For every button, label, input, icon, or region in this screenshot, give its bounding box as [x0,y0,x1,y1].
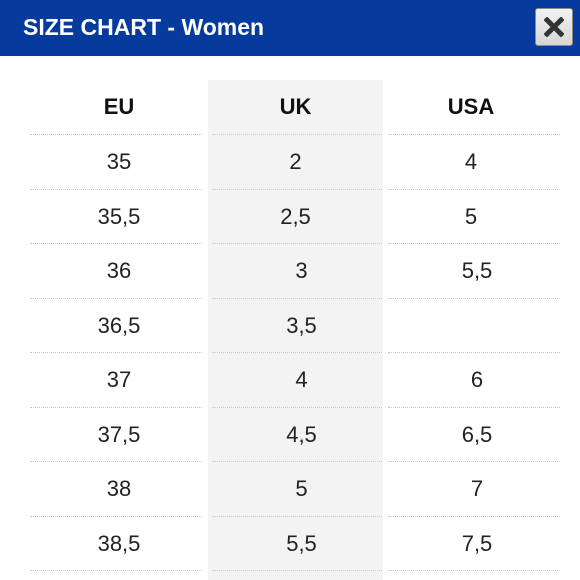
table-row: 38,5 5,5 7,5 [0,517,580,571]
table-row: 37,5 4,5 6,5 [0,408,580,462]
table-row: 35,5 2,5 5 [0,190,580,244]
row-separator [30,515,202,517]
row-separator [388,461,560,462]
row-separator [30,188,202,190]
row-separator [212,243,382,244]
row-separator [388,352,560,353]
table-row: 37 4 6 [0,353,580,407]
row-separator [388,243,560,244]
row-separator [212,297,382,299]
cell-usa [394,299,560,353]
row-separator [388,406,560,408]
row-separator [212,352,382,353]
close-button[interactable] [535,8,573,46]
cell-eu: 37,5 [97,421,141,447]
cell-usa: 6,5 [461,421,493,447]
row-separator [212,570,382,571]
dialog-title: SIZE CHART - Women [23,14,265,40]
table-row: 36 3 5,5 [0,244,580,298]
cell-uk: 5,5 [286,530,317,556]
row-separator [212,406,382,408]
cell-uk: 2,5 [280,203,311,229]
cell-usa: 6 [470,367,484,392]
row-separator [388,297,560,299]
row-separator [212,134,382,135]
cell-eu: 36 [106,258,132,283]
cell-usa: 5,5 [461,258,493,283]
row-separator [30,352,202,353]
cell-eu: 38 [106,476,132,501]
row-separator [388,188,560,190]
row-separator [212,515,382,517]
header-usa: USA [447,94,495,119]
cell-usa: 4 [464,149,478,174]
table-row: 35 2 4 [0,135,580,189]
cell-eu: 38,5 [97,530,141,556]
cell-uk: 3,5 [286,312,317,338]
cell-uk: 4,5 [286,421,317,447]
row-separator [30,461,202,462]
row-separator [30,297,202,299]
row-separator [212,188,382,190]
table-header-row: EU UK USA [0,80,580,134]
cell-usa: 7 [470,476,484,501]
cell-usa: 5 [464,203,478,229]
table-row: 36,5 3,5 [0,299,580,353]
cell-uk: 3 [295,258,308,283]
header-eu: EU [103,94,135,119]
row-separator [388,515,560,517]
row-separator [30,243,202,244]
table-row: 38 5 7 [0,462,580,516]
uk-column-background [208,80,383,580]
cell-uk: 4 [295,367,308,392]
row-separator [388,570,560,571]
cell-usa: 7,5 [461,530,493,556]
cell-eu: 35 [106,149,132,174]
row-separator [388,134,560,135]
cell-uk: 2 [289,149,302,174]
cell-eu: 35,5 [97,203,141,229]
cell-eu: 37 [106,367,132,392]
header-uk: UK [279,94,312,119]
row-separator [30,406,202,408]
row-separator [30,570,202,571]
dialog-titlebar: SIZE CHART - Women [0,0,580,56]
row-separator [212,461,382,462]
cell-eu: 36,5 [97,312,141,338]
row-separator [30,134,202,135]
close-x-icon [544,17,564,37]
cell-uk: 5 [295,476,308,501]
size-table: EU UK USA 35 2 4 35,5 2,5 5 36 3 5,5 36,5 3,5 37 4 6 3… [0,56,580,580]
